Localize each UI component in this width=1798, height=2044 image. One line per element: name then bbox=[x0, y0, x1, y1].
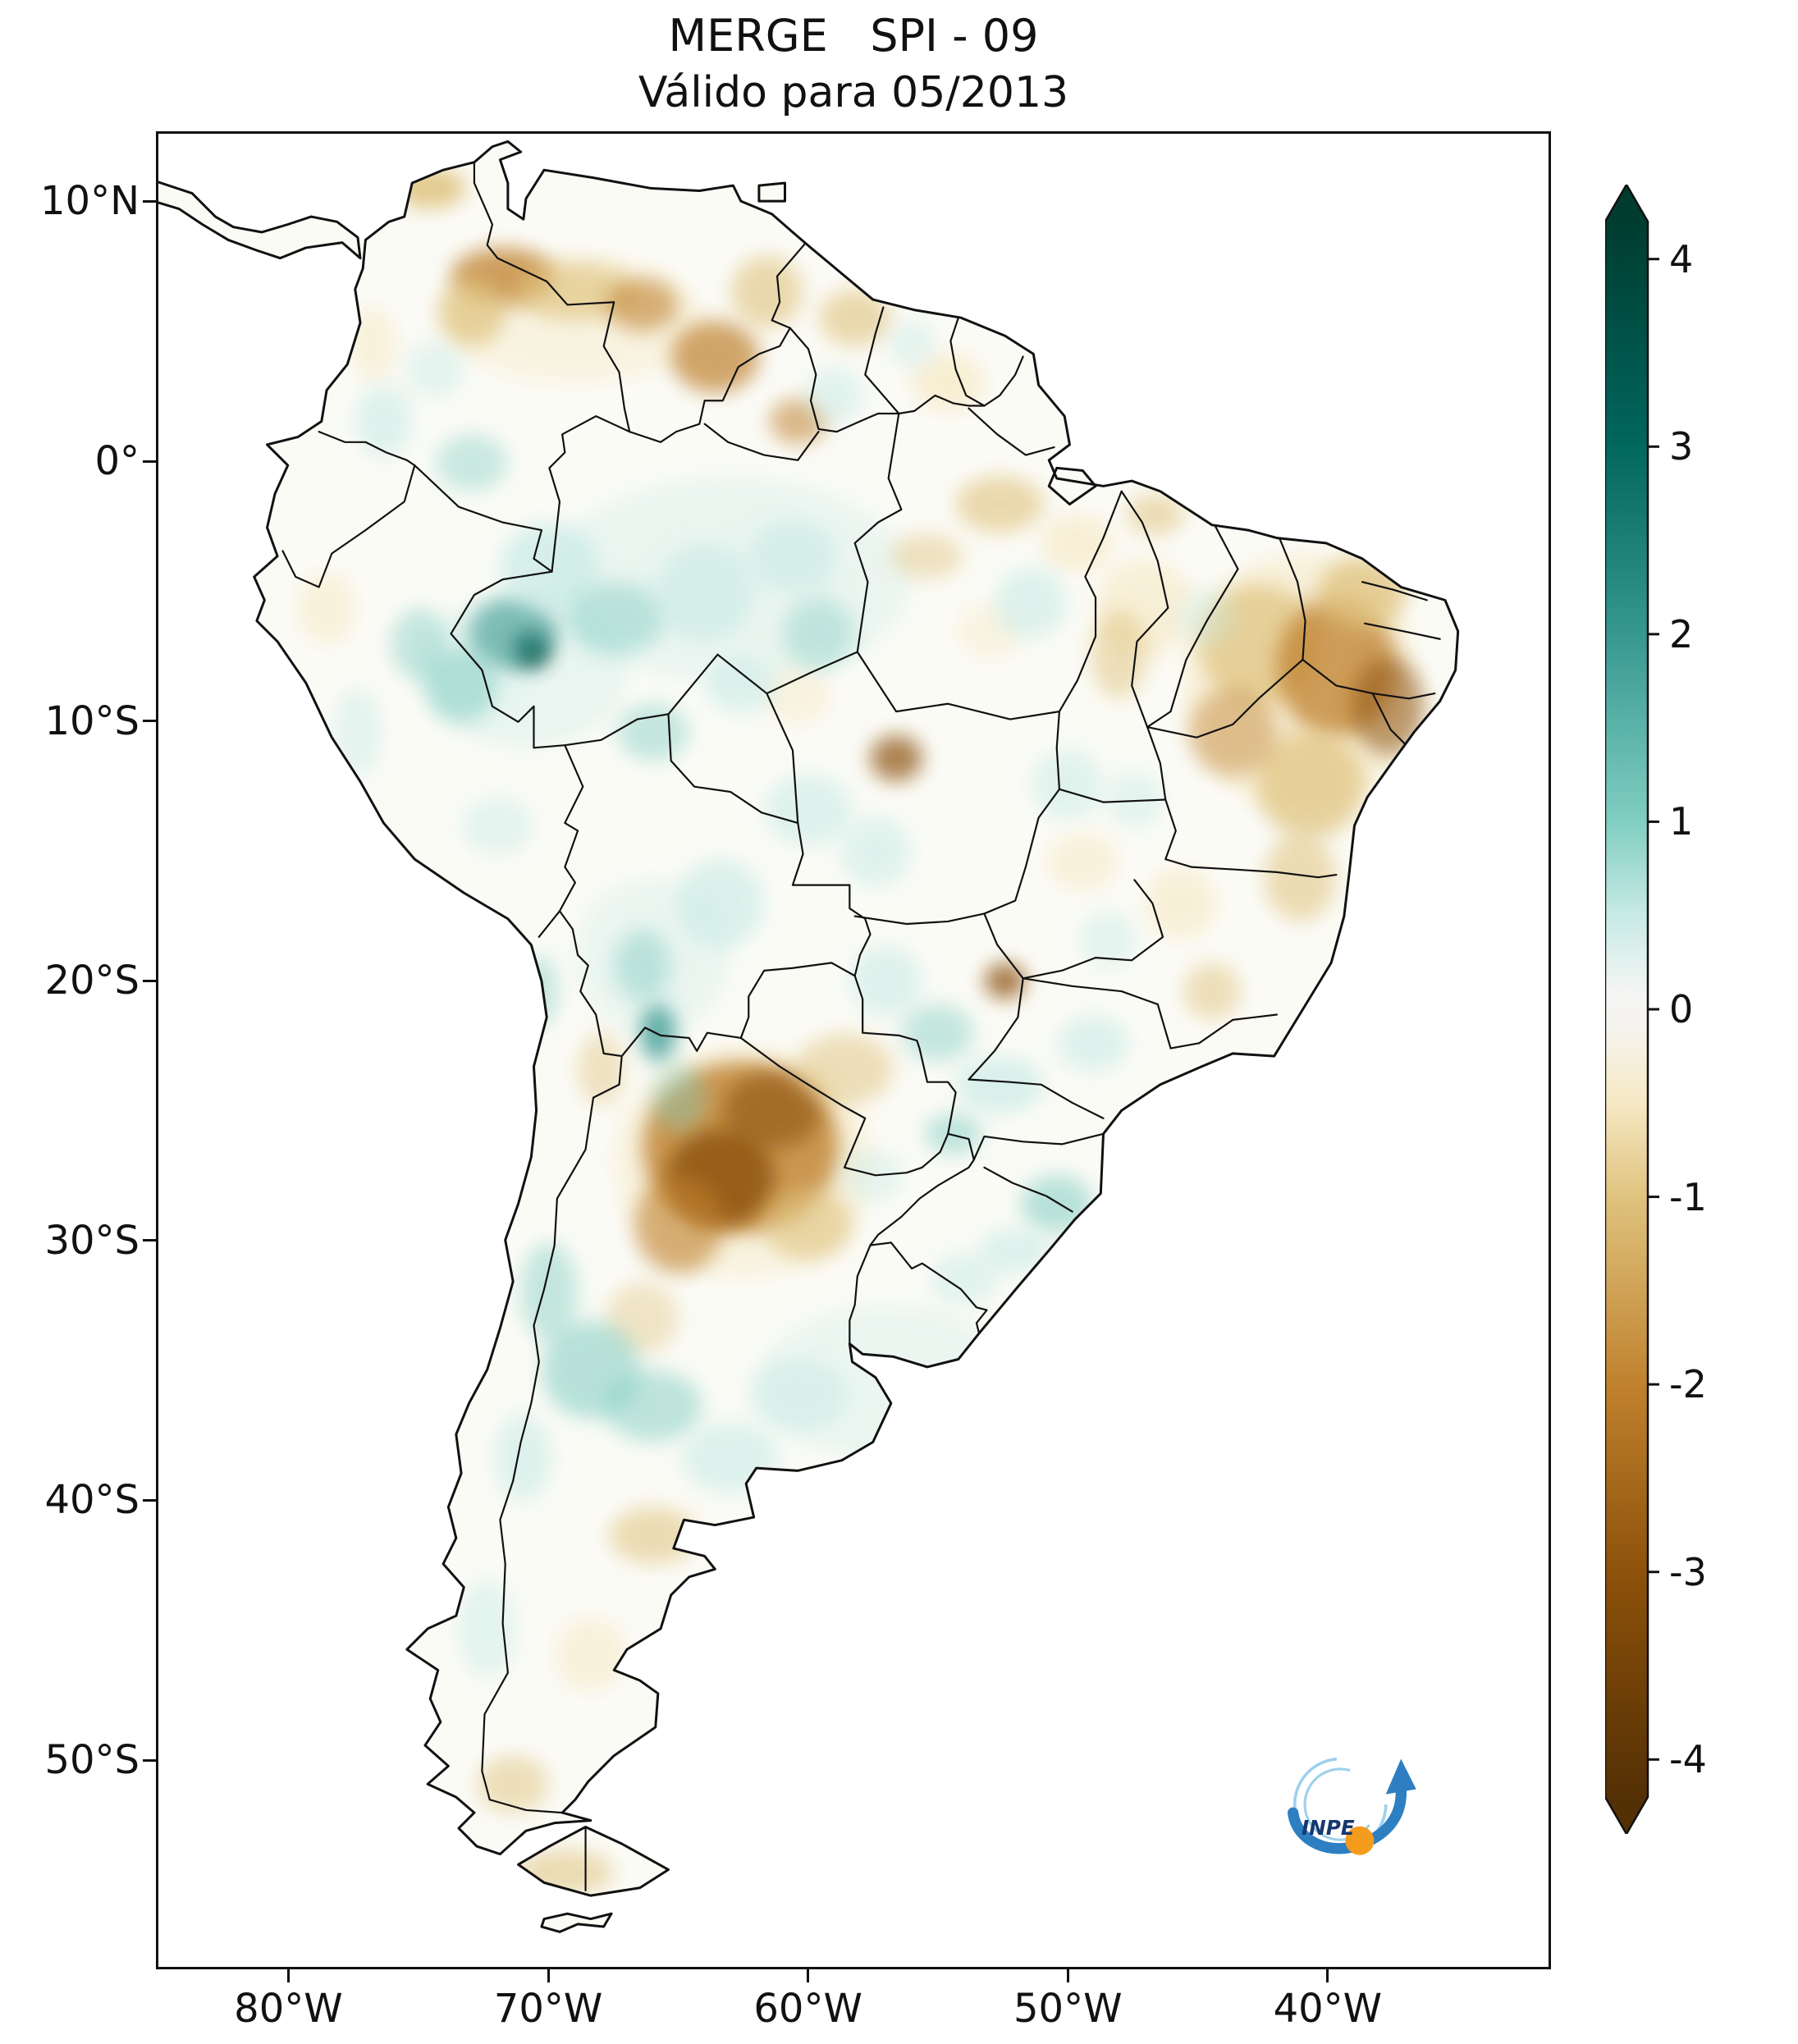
logo-text: INPE bbox=[1302, 1816, 1355, 1840]
y-tick-mark bbox=[143, 1498, 156, 1502]
x-tick-label: 70°W bbox=[493, 1986, 603, 2032]
y-tick-label: 0° bbox=[94, 438, 140, 485]
y-tick-label: 10°S bbox=[44, 697, 140, 744]
y-tick-mark bbox=[143, 460, 156, 463]
south-america-spi-map bbox=[158, 139, 1460, 1933]
colorbar-tick-label: -2 bbox=[1669, 1362, 1707, 1407]
x-tick-mark bbox=[1326, 1969, 1329, 1982]
y-tick-label: 10°N bbox=[40, 178, 140, 225]
y-tick-mark bbox=[143, 1758, 156, 1762]
colorbar-tick-label: 2 bbox=[1669, 611, 1694, 656]
colorbar-gradient bbox=[1605, 185, 1649, 1834]
colorbar-tick-label: -1 bbox=[1669, 1174, 1707, 1219]
figure-title-block: MERGE SPI - 09 Válido para 05/2013 bbox=[156, 10, 1551, 117]
y-tick-label: 20°S bbox=[44, 958, 140, 1004]
colorbar-tick-label: -4 bbox=[1669, 1737, 1707, 1782]
y-tick-mark bbox=[143, 199, 156, 203]
y-tick-mark bbox=[143, 720, 156, 723]
y-tick-label: 40°S bbox=[44, 1477, 140, 1524]
colorbar-tick-label: 1 bbox=[1669, 799, 1694, 844]
logo-swirl-inner bbox=[1303, 1767, 1377, 1841]
x-tick-mark bbox=[547, 1969, 550, 1982]
x-tick-label: 50°W bbox=[1013, 1986, 1123, 2032]
map-plot-area: INPE bbox=[156, 131, 1551, 1969]
logo-orange-dot bbox=[1345, 1826, 1375, 1855]
coastline bbox=[158, 139, 1460, 1933]
title-line-1: MERGE SPI - 09 bbox=[668, 10, 1039, 62]
political-borders bbox=[281, 161, 1441, 1891]
colorbar-tick-label: 4 bbox=[1669, 236, 1694, 281]
title-line-2: Válido para 05/2013 bbox=[638, 68, 1069, 117]
x-tick-label: 60°W bbox=[753, 1986, 862, 2032]
colorbar-tick-label: 0 bbox=[1669, 987, 1694, 1031]
y-tick-label: 50°S bbox=[44, 1737, 140, 1784]
colorbar bbox=[1605, 185, 1659, 1834]
y-tick-label: 30°S bbox=[44, 1217, 140, 1264]
colorbar-tick-label: 3 bbox=[1669, 424, 1694, 469]
logo-arrowhead-icon bbox=[1385, 1758, 1416, 1795]
x-tick-label: 80°W bbox=[234, 1986, 343, 2032]
y-tick-mark bbox=[143, 1239, 156, 1242]
x-tick-mark bbox=[1066, 1969, 1069, 1982]
inpe-logo: INPE bbox=[1287, 1757, 1416, 1855]
colorbar-tick-label: -3 bbox=[1669, 1549, 1707, 1594]
y-tick-mark bbox=[143, 979, 156, 982]
x-tick-label: 40°W bbox=[1273, 1986, 1383, 2032]
x-tick-mark bbox=[286, 1969, 290, 1982]
x-tick-mark bbox=[807, 1969, 810, 1982]
